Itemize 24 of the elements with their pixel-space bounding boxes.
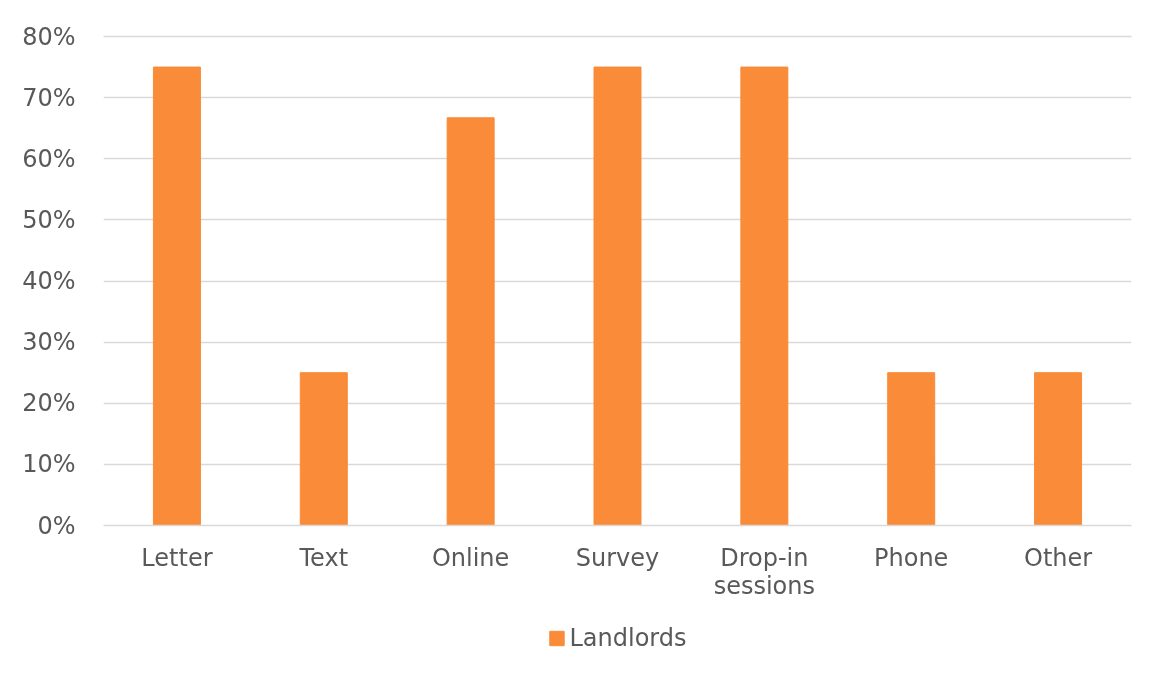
bar bbox=[740, 66, 789, 526]
legend-label: Landlords bbox=[569, 624, 687, 652]
y-tick-label: 40% bbox=[22, 267, 76, 295]
y-tick-label: 80% bbox=[22, 22, 76, 51]
bar bbox=[593, 66, 642, 526]
bar bbox=[152, 66, 201, 526]
x-tick-label: Text bbox=[298, 543, 349, 572]
y-tick-label: 30% bbox=[22, 328, 76, 357]
x-tick-label: Survey bbox=[575, 543, 660, 572]
y-tick-label: 20% bbox=[22, 389, 76, 418]
y-tick-label: 0% bbox=[37, 511, 76, 540]
y-tick-label: 70% bbox=[22, 83, 76, 112]
x-tick-label: Online bbox=[431, 543, 510, 572]
bar bbox=[446, 117, 495, 526]
bar bbox=[1034, 372, 1083, 526]
bar bbox=[299, 372, 348, 526]
x-tick-label: Drop-in sessions bbox=[713, 543, 816, 600]
y-tick-label: 50% bbox=[22, 205, 76, 234]
x-tick-label: Other bbox=[1024, 543, 1093, 572]
x-tick-label: Letter bbox=[141, 543, 213, 572]
y-tick-label: 10% bbox=[22, 450, 76, 479]
y-tick-label: 60% bbox=[22, 144, 76, 173]
x-tick-label: Phone bbox=[874, 543, 949, 572]
bar bbox=[887, 372, 936, 526]
